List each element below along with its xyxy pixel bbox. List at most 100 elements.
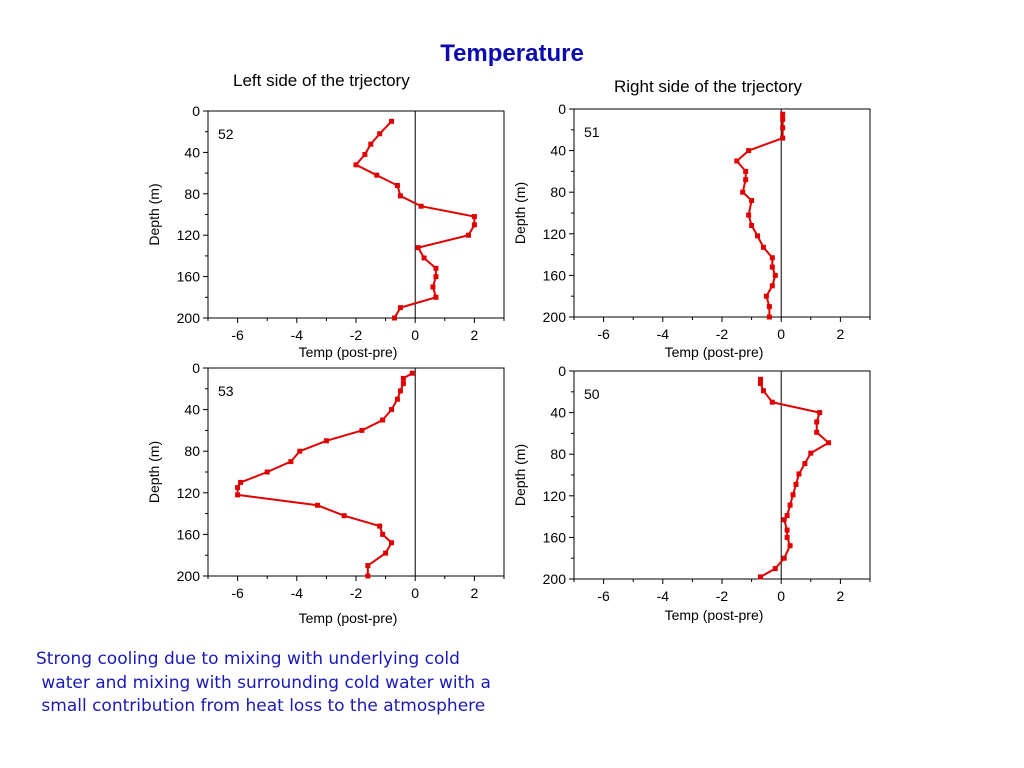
data-point: [397, 388, 403, 394]
data-point: [397, 193, 403, 199]
data-point: [793, 481, 799, 487]
data-point: [781, 517, 787, 523]
x-tick-label: -6: [231, 585, 244, 601]
x-tick-label: -2: [350, 327, 363, 343]
data-point: [749, 198, 755, 204]
data-point: [400, 375, 406, 381]
y-tick-label: 80: [184, 186, 200, 202]
data-point: [433, 274, 439, 280]
y-tick-label: 160: [177, 526, 201, 542]
data-point: [743, 168, 749, 174]
x-axis-label: Temp (post-pre): [665, 344, 764, 360]
y-tick-label: 0: [192, 103, 200, 119]
data-point: [465, 232, 471, 238]
subtitle-left: Left side of the trjectory: [233, 71, 410, 90]
data-point: [757, 376, 763, 382]
data-point: [353, 162, 359, 168]
data-point: [383, 550, 389, 556]
y-tick-label: 0: [192, 360, 200, 376]
data-point: [772, 272, 778, 278]
y-tick-label: 160: [543, 529, 567, 545]
summary-note: Strong cooling due to mixing with underl…: [36, 649, 491, 716]
data-point: [380, 417, 386, 423]
y-axis-label: Depth (m): [512, 182, 528, 244]
x-axis-label: Temp (post-pre): [299, 610, 398, 626]
data-point: [757, 574, 763, 580]
x-tick-label: 0: [777, 588, 785, 604]
x-tick-label: -4: [657, 588, 670, 604]
data-point: [784, 513, 790, 519]
data-point: [814, 429, 820, 435]
panel-label: 50: [584, 386, 600, 402]
data-point: [769, 399, 775, 405]
x-tick-label: 2: [471, 585, 479, 601]
data-point: [749, 222, 755, 228]
y-tick-label: 80: [550, 446, 566, 462]
data-point: [808, 450, 814, 456]
data-point: [734, 158, 740, 164]
y-tick-label: 40: [550, 405, 566, 421]
data-point: [362, 151, 368, 157]
data-point: [377, 523, 383, 529]
data-point: [415, 245, 421, 251]
x-tick-label: -6: [597, 588, 610, 604]
series-line: [236, 372, 413, 576]
data-point: [235, 492, 241, 498]
data-point: [297, 448, 303, 454]
data-point: [391, 315, 397, 321]
data-point: [264, 469, 270, 475]
data-point: [780, 116, 786, 122]
data-point: [418, 203, 424, 209]
data-point: [784, 534, 790, 540]
x-tick-label: -6: [231, 327, 244, 343]
data-point: [397, 305, 403, 311]
data-point: [394, 396, 400, 402]
data-point: [766, 314, 772, 320]
data-point: [769, 264, 775, 270]
data-point: [235, 485, 241, 491]
plot-frame: [573, 370, 871, 580]
y-tick-label: 200: [543, 571, 567, 587]
subtitle-right: Right side of the trjectory: [614, 77, 803, 96]
data-point: [746, 212, 752, 218]
y-tick-label: 0: [558, 101, 566, 117]
data-point: [740, 189, 746, 195]
data-point: [817, 410, 823, 416]
data-point: [380, 531, 386, 537]
data-point: [746, 148, 752, 154]
y-tick-label: 200: [177, 310, 201, 326]
y-tick-label: 40: [184, 402, 200, 418]
data-point: [766, 304, 772, 310]
data-point: [763, 293, 769, 299]
data-point: [796, 471, 802, 477]
data-point: [814, 419, 820, 425]
y-tick-label: 160: [177, 269, 201, 285]
y-tick-label: 120: [543, 226, 567, 242]
x-axis-label: Temp (post-pre): [665, 607, 764, 623]
data-point: [784, 527, 790, 533]
data-point: [359, 427, 365, 433]
data-point: [755, 233, 761, 239]
data-point: [802, 461, 808, 467]
data-point: [433, 294, 439, 300]
y-tick-label: 80: [184, 443, 200, 459]
data-point: [471, 214, 477, 220]
data-point: [760, 244, 766, 250]
data-point: [826, 440, 832, 446]
x-tick-label: -4: [657, 326, 670, 342]
y-tick-label: 40: [550, 143, 566, 159]
x-tick-label: 2: [837, 326, 845, 342]
data-point: [323, 438, 329, 444]
x-tick-label: -2: [350, 585, 363, 601]
y-axis-label: Depth (m): [146, 441, 162, 503]
slide-title: Temperature: [440, 40, 584, 67]
x-tick-label: 2: [471, 327, 479, 343]
y-tick-label: 80: [550, 184, 566, 200]
data-point: [288, 459, 294, 465]
data-point: [780, 135, 786, 141]
data-point: [315, 502, 321, 508]
data-point: [790, 492, 796, 498]
data-point: [389, 118, 395, 124]
